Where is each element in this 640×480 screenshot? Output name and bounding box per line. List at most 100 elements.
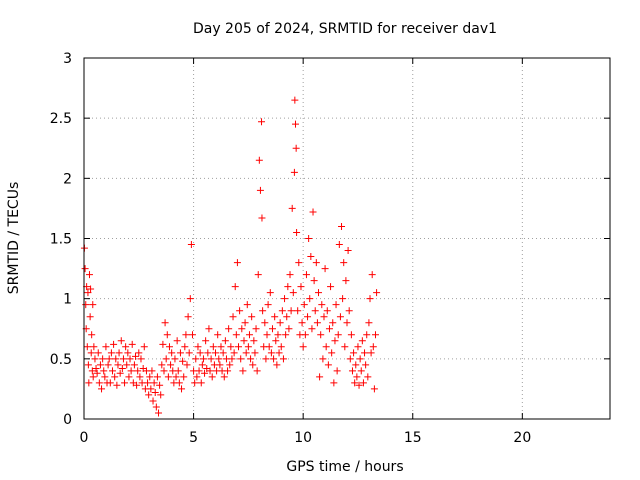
data-point bbox=[146, 373, 154, 381]
data-point bbox=[231, 283, 239, 291]
data-point bbox=[305, 235, 313, 242]
data-point bbox=[152, 403, 160, 411]
data-point bbox=[195, 367, 203, 375]
data-point bbox=[250, 337, 258, 345]
data-point bbox=[333, 367, 341, 375]
data-point bbox=[183, 361, 191, 369]
data-point bbox=[89, 373, 97, 381]
data-point bbox=[126, 355, 134, 363]
data-point bbox=[367, 349, 375, 357]
data-points bbox=[80, 96, 381, 417]
data-point bbox=[322, 343, 330, 351]
y-tick-label: 3 bbox=[63, 51, 72, 67]
data-point bbox=[212, 349, 219, 357]
data-point bbox=[187, 241, 195, 249]
data-point bbox=[175, 379, 183, 387]
data-point bbox=[85, 271, 93, 279]
data-point bbox=[327, 283, 335, 291]
data-point bbox=[176, 349, 184, 357]
data-point bbox=[201, 369, 209, 377]
data-point bbox=[310, 277, 318, 285]
data-point bbox=[259, 307, 267, 315]
data-point bbox=[197, 379, 205, 387]
data-point bbox=[293, 228, 301, 236]
data-point bbox=[93, 369, 101, 377]
x-tick-label: 15 bbox=[404, 430, 422, 446]
data-point bbox=[289, 289, 297, 297]
data-point bbox=[342, 277, 350, 285]
data-point bbox=[334, 331, 342, 339]
data-point bbox=[230, 349, 238, 357]
data-point bbox=[248, 313, 256, 321]
data-point bbox=[110, 340, 118, 348]
data-point bbox=[227, 343, 235, 351]
data-point bbox=[162, 355, 170, 363]
data-point bbox=[206, 367, 214, 375]
data-point bbox=[119, 355, 127, 363]
data-point bbox=[329, 319, 337, 327]
data-point bbox=[85, 379, 93, 387]
data-point bbox=[338, 222, 346, 230]
data-point bbox=[96, 361, 104, 369]
data-point bbox=[256, 186, 264, 194]
data-point bbox=[90, 343, 98, 351]
data-point bbox=[335, 241, 343, 249]
data-point bbox=[347, 331, 355, 339]
data-point bbox=[319, 355, 327, 363]
data-point bbox=[150, 379, 158, 387]
data-point bbox=[309, 208, 317, 216]
data-point bbox=[318, 301, 326, 309]
data-point bbox=[263, 331, 271, 339]
data-point bbox=[285, 325, 293, 333]
data-point bbox=[356, 355, 364, 363]
data-point bbox=[181, 343, 189, 351]
data-point bbox=[191, 379, 199, 387]
data-point bbox=[214, 331, 222, 339]
data-point bbox=[112, 355, 120, 363]
data-point bbox=[238, 325, 246, 333]
data-point bbox=[244, 343, 252, 351]
data-point bbox=[292, 144, 300, 152]
data-point bbox=[279, 355, 287, 363]
data-point bbox=[228, 355, 236, 363]
data-point bbox=[184, 313, 192, 321]
data-point bbox=[274, 331, 282, 339]
data-point bbox=[308, 325, 316, 333]
data-point bbox=[114, 361, 122, 369]
data-point bbox=[237, 355, 245, 363]
data-point bbox=[217, 343, 225, 351]
data-point bbox=[167, 361, 175, 369]
data-point bbox=[123, 361, 131, 369]
data-point bbox=[101, 373, 109, 381]
data-point bbox=[315, 289, 323, 297]
data-point bbox=[351, 379, 359, 387]
x-tick-label: 5 bbox=[189, 430, 198, 446]
data-point bbox=[358, 337, 366, 345]
data-point bbox=[198, 361, 206, 369]
data-point bbox=[135, 349, 143, 357]
data-point bbox=[216, 361, 224, 369]
data-point bbox=[186, 295, 194, 303]
data-point bbox=[307, 253, 315, 261]
data-point bbox=[247, 355, 255, 363]
data-point bbox=[118, 364, 126, 372]
data-point bbox=[253, 367, 261, 375]
data-point bbox=[84, 361, 92, 369]
data-point bbox=[283, 313, 291, 321]
data-point bbox=[304, 313, 312, 321]
data-point bbox=[88, 331, 96, 339]
data-point bbox=[98, 385, 106, 393]
data-point bbox=[147, 385, 155, 393]
data-point bbox=[239, 367, 247, 375]
data-point bbox=[221, 337, 229, 345]
data-point bbox=[116, 369, 124, 377]
data-point bbox=[340, 259, 348, 267]
data-point bbox=[336, 313, 344, 321]
data-point bbox=[134, 367, 142, 375]
data-point bbox=[115, 349, 123, 357]
data-point bbox=[364, 373, 372, 381]
data-point bbox=[286, 271, 294, 279]
data-point bbox=[111, 373, 119, 381]
data-point bbox=[346, 355, 354, 363]
